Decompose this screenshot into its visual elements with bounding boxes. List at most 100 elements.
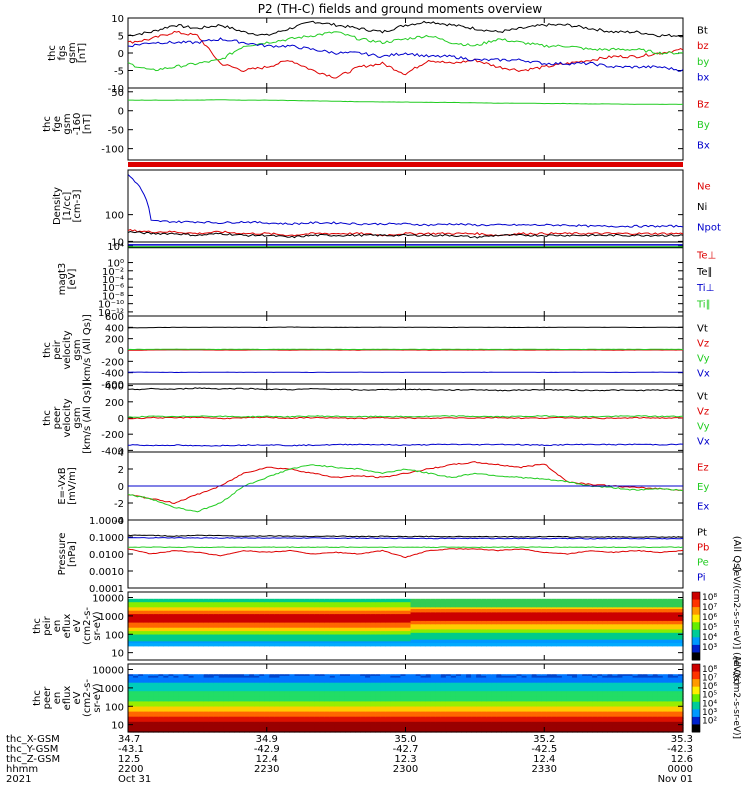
y-tick-label: 10: [111, 14, 124, 25]
legend-label-Ne: Ne: [697, 181, 711, 192]
legend-label-bx: bx: [697, 72, 709, 83]
legend-label-Vt: Vt: [697, 391, 708, 402]
y-tick-label: 0: [118, 346, 124, 357]
y-tick-label: 200: [105, 398, 124, 409]
y-tick-label: 0.0010: [89, 567, 124, 578]
y-axis-label: [cm-3]: [72, 189, 83, 222]
legend-label-Pt: Pt: [697, 527, 707, 538]
y-tick-label: 4: [118, 448, 124, 459]
legend-label-Ey: Ey: [697, 482, 709, 493]
legend-label-Ex: Ex: [697, 501, 709, 512]
colorbar-segment: [692, 615, 700, 623]
legend-label-Pb: Pb: [697, 542, 709, 553]
y-tick-label: 400: [105, 323, 124, 334]
legend-label-Bt: Bt: [697, 26, 708, 37]
series-line-Pe: [128, 547, 683, 548]
colorbar-segment: [692, 652, 700, 660]
legend-label-bz: bz: [697, 41, 709, 52]
legend-label-Bz: Bz: [697, 99, 709, 110]
y-tick-label: 0: [118, 414, 124, 425]
y-axis-label: [eV]: [67, 269, 78, 290]
legend-label-Te∥: Te∥: [696, 267, 713, 278]
plot-title: P2 (TH-C) fields and ground moments over…: [258, 2, 543, 16]
series-line-Npot: [128, 175, 683, 228]
y-tick-label: -5: [114, 67, 124, 78]
legend-label-Ez: Ez: [697, 463, 709, 474]
series-line-Vy: [128, 416, 683, 418]
colorbar-tick-label: 10³: [702, 643, 717, 653]
y-tick-label: -100: [101, 145, 124, 156]
y-tick-label: 100: [105, 211, 124, 222]
legend-label-by: by: [697, 57, 709, 68]
y-axis-label: [km/s (All Qs)]: [82, 382, 93, 454]
series-line-By: [128, 100, 683, 105]
legend-label-Vt: Vt: [697, 323, 708, 334]
colorbar-tick-label: 10⁶: [702, 613, 717, 623]
colorbar-segment: [692, 592, 700, 600]
colorbar-segment: [692, 600, 700, 608]
legend-label-Ti∥: Ti∥: [696, 300, 711, 311]
y-tick-label: 1.0000: [89, 516, 124, 527]
y-tick-label: 10⁴: [107, 242, 124, 253]
series-line-Ey: [128, 465, 683, 512]
legend-label-Vz: Vz: [697, 406, 709, 417]
y-axis-label: sr-eV): [92, 611, 103, 640]
y-tick-label: 600: [105, 312, 124, 323]
y-axis-label: [nT]: [82, 114, 93, 134]
colorbar-tick-label: 10⁷: [702, 603, 717, 613]
panel-frame: [128, 170, 683, 242]
y-axis-label: [nT]: [77, 43, 88, 63]
y-tick-label: 400: [105, 382, 124, 393]
legend-label-Vy: Vy: [697, 354, 710, 365]
colorbar-segment: [692, 645, 700, 653]
y-tick-label: 0.0100: [89, 550, 124, 561]
y-axis-label: [mV/m]: [67, 467, 78, 505]
legend-label-Pe: Pe: [697, 558, 709, 569]
legend-label-Vx: Vx: [697, 437, 710, 448]
y-tick-label: 10: [111, 649, 124, 660]
legend-label-Te⊥: Te⊥: [696, 250, 716, 261]
series-line-bx: [128, 38, 683, 71]
y-tick-label: 50: [111, 88, 124, 99]
legend-label-By: By: [697, 120, 710, 131]
y-tick-label: -400: [101, 369, 124, 380]
y-tick-label: 0.1000: [89, 533, 124, 544]
colorbar-tick-label: 10⁵: [702, 623, 717, 633]
y-tick-label: 200: [105, 335, 124, 346]
panel-p8: 1.00000.10000.01000.00100.0001Pressure[n…: [57, 516, 742, 595]
y-axis-label: [nPa]: [67, 541, 78, 567]
legend-label-Bx: Bx: [697, 141, 710, 152]
series-bz-band: [128, 162, 683, 167]
colorbar-segment: [692, 622, 700, 630]
legend-label-Ni: Ni: [697, 202, 707, 213]
legend-label-Pi: Pi: [697, 573, 706, 584]
y-tick-label: 10000: [92, 594, 124, 605]
y-tick-label: -200: [101, 430, 124, 441]
panel-frame: [128, 242, 683, 316]
colorbar-segment: [692, 607, 700, 615]
y-tick-label: 5: [118, 32, 124, 43]
panel-frame: [128, 88, 683, 160]
legend-label-Ti⊥: Ti⊥: [696, 283, 714, 294]
y-tick-label: 2: [118, 465, 124, 476]
legend-label-Npot: Npot: [697, 223, 721, 234]
y-tick-label: -2: [114, 499, 124, 510]
legend-label-Vx: Vx: [697, 369, 710, 380]
series-line-Pb: [128, 549, 683, 558]
series-line-Pi: [128, 538, 683, 540]
series-line-Bt: [128, 21, 683, 37]
y-tick-label: -200: [101, 357, 124, 368]
y-tick-label: -50: [108, 126, 124, 137]
colorbar-segment: [692, 630, 700, 638]
y-axis-label: [km/s (All Qs)]: [82, 314, 93, 386]
series-line-Vt: [128, 327, 683, 328]
y-tick-label: 100: [105, 630, 124, 641]
